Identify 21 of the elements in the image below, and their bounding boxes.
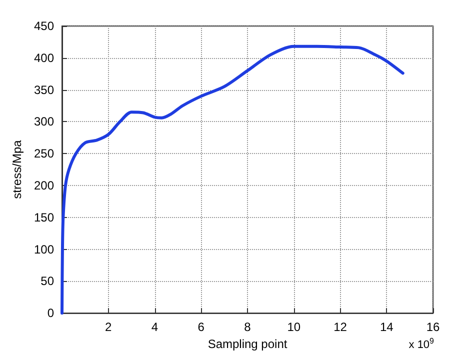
x-tick-label: 8	[244, 320, 252, 334]
y-tick-label: 150	[34, 210, 54, 224]
x-tick-label: 14	[380, 320, 394, 334]
y-tick-label: 200	[34, 178, 54, 192]
y-axis-title: stress/Mpa	[10, 140, 24, 199]
y-tick-label: 450	[34, 19, 54, 33]
y-tick-label: 0	[47, 306, 54, 320]
x-tick-label: 6	[198, 320, 205, 334]
y-tick-label: 250	[34, 146, 54, 161]
y-tick-label: 400	[34, 50, 54, 65]
x-axis-title: Sampling point	[208, 337, 288, 351]
x-tick-label: 2	[105, 320, 112, 334]
x-tick-label: 4	[151, 320, 158, 334]
line-series	[60, 44, 404, 315]
y-tick-label: 350	[34, 82, 54, 97]
y-tick-label: 100	[34, 242, 54, 256]
x-tick-label: 10	[287, 320, 301, 334]
y-tick-label: 300	[34, 114, 54, 129]
y-tick-label: 50	[40, 274, 54, 288]
x-tick-label: 12	[334, 320, 348, 334]
x-tick-label: 16	[426, 320, 440, 334]
